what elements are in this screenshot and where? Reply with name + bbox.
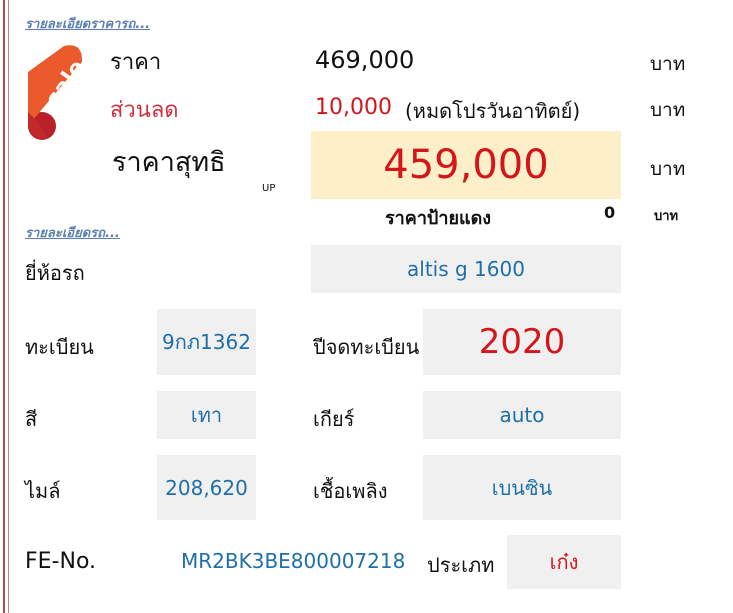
brand-value: altis g 1600 [311, 245, 621, 293]
mileage-label: ไมล์ [25, 479, 61, 503]
currency-label: บาท [650, 99, 686, 121]
currency-label: บาท [650, 158, 686, 180]
currency-label: บาท [654, 209, 679, 224]
discount-label: ส่วนลด [110, 98, 179, 123]
red-plate-label: ราคาป้ายแดง [385, 208, 492, 229]
page-border-inner [8, 0, 9, 613]
up-label: UP [262, 183, 276, 194]
reg-year-value: 2020 [423, 309, 621, 375]
currency-label: บาท [650, 53, 686, 75]
price-details-link[interactable]: รายละเอียดราคารถ... [25, 17, 151, 32]
gear-label: เกียร์ [313, 407, 355, 431]
brand-label: ยี่ห้อรถ [25, 261, 85, 285]
fuel-value: เบนซิน [423, 455, 621, 520]
net-price-label: ราคาสุทธิ [112, 147, 226, 178]
type-value: เก๋ง [507, 535, 621, 589]
sale-ribbon-icon: sale [24, 42, 91, 142]
fe-value: MR2BK3BE800007218 [181, 549, 406, 573]
price-value: 469,000 [315, 46, 415, 74]
color-value: เทา [157, 391, 256, 439]
plate-label: ทะเบียน [25, 335, 94, 359]
fe-label: FE-No. [25, 549, 97, 574]
car-details-link[interactable]: รายละเอียดรถ... [25, 226, 120, 241]
color-label: สี [25, 407, 38, 431]
type-label: ประเภท [427, 553, 495, 577]
price-label: ราคา [110, 50, 162, 75]
discount-value: 10,000 [315, 95, 392, 120]
plate-value: 9กภ1362 [157, 309, 256, 375]
red-plate-value: 0 [604, 203, 616, 222]
fuel-label: เชื้อเพลิง [313, 479, 388, 503]
page-border [3, 0, 5, 613]
gear-value: auto [423, 391, 621, 439]
discount-note: (หมดโปรวันอาทิตย์) [405, 99, 581, 123]
mileage-value: 208,620 [157, 455, 256, 520]
net-price-value: 459,000 [311, 131, 621, 199]
reg-year-label: ปีจดทะเบียน [313, 335, 420, 359]
